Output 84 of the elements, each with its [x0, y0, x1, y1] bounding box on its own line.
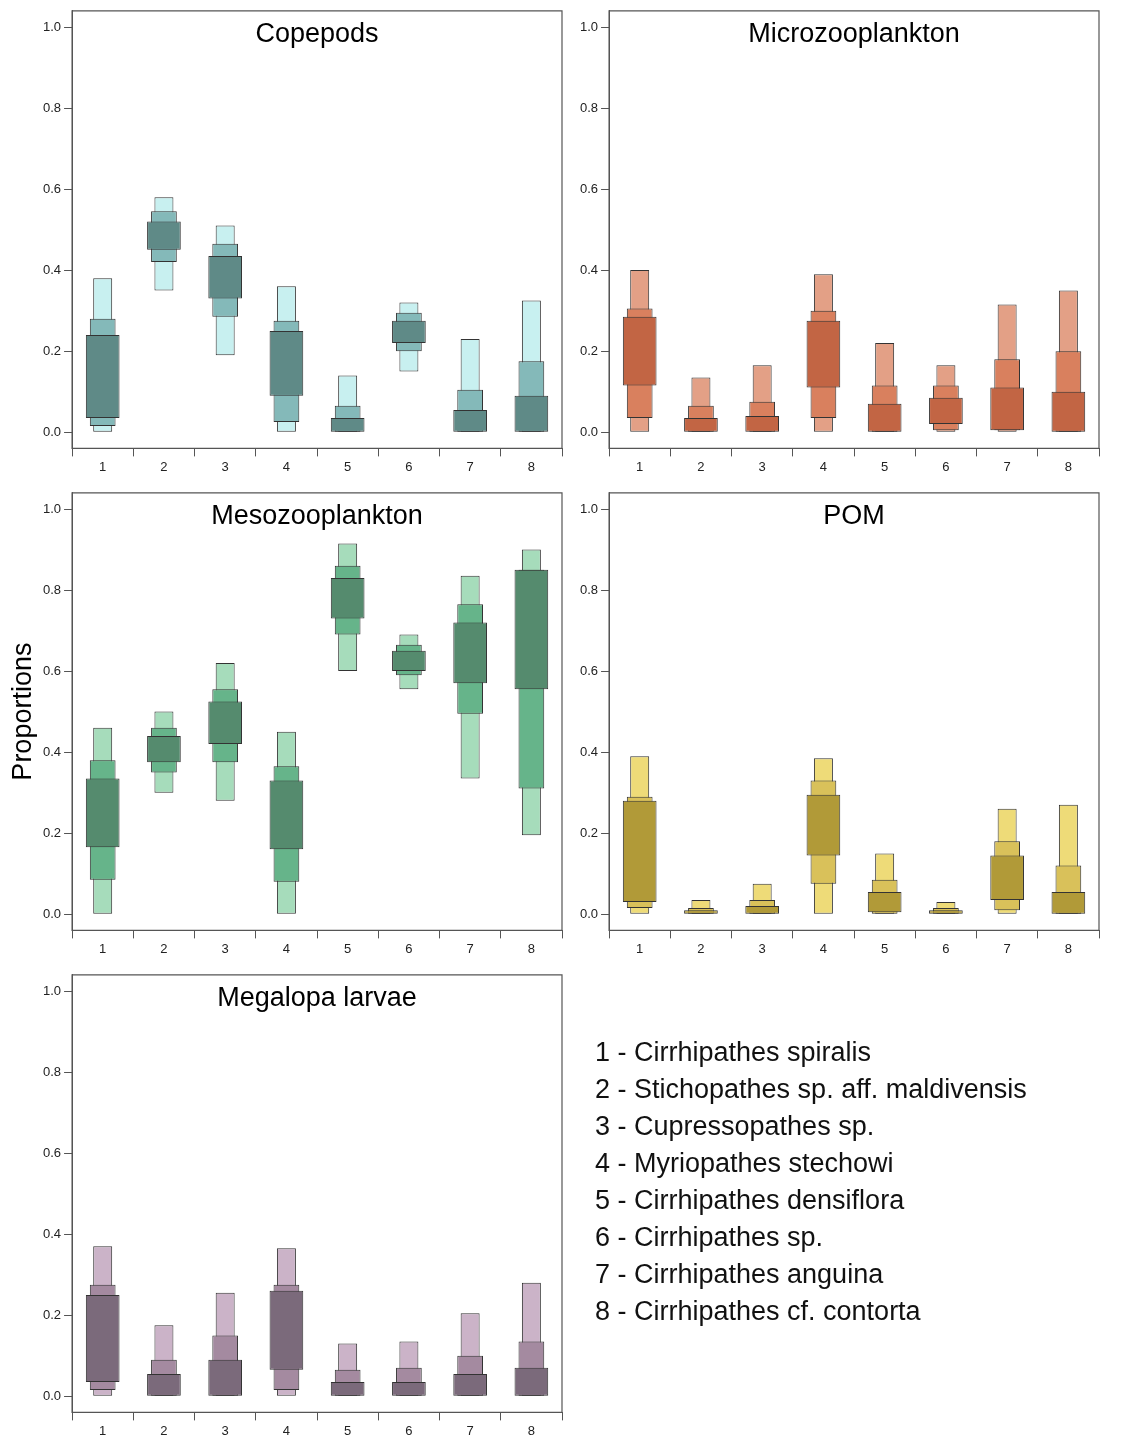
x-tick-label: 3	[221, 940, 229, 956]
x-tick-label: 5	[344, 1422, 352, 1438]
text: 1 - Cirrhipathes spiralis	[595, 1036, 873, 1069]
y-tick-label: 0.4	[42, 1225, 62, 1241]
chart-title: Microzooplankton	[748, 17, 960, 48]
y-tick-label: 1.0	[579, 500, 599, 516]
x-tick-label: 1	[636, 458, 644, 474]
chart-title: Megalopa larvae	[217, 981, 417, 1012]
x-tick-label: 2	[160, 940, 168, 956]
y-tick-label: 0.8	[579, 581, 599, 597]
text: 5 - Cirrhipathes densiflora	[595, 1184, 906, 1217]
x-tick-label: 1	[99, 1422, 107, 1438]
y-tick-label: 0.4	[42, 743, 62, 759]
y-axis-title: Proportions	[7, 642, 38, 781]
x-tick-label: 2	[160, 1422, 168, 1438]
y-tick-label: 0.0	[42, 905, 62, 921]
y-tick-label: 0.0	[579, 423, 599, 439]
x-tick-label: 7	[466, 458, 474, 474]
x-tick-label: 4	[282, 458, 291, 474]
y-tick-label: 0.2	[42, 342, 62, 358]
y-tick-label: 1.0	[579, 18, 599, 34]
x-tick-label: 8	[1064, 940, 1072, 956]
x-tick-label: 5	[881, 458, 889, 474]
y-tick-label: 1.0	[42, 18, 62, 34]
y-tick-label: 1.0	[42, 982, 62, 998]
x-tick-label: 6	[942, 458, 950, 474]
x-tick-label: 4	[282, 1422, 291, 1438]
x-tick-label: 7	[1003, 940, 1011, 956]
x-tick-label: 4	[282, 940, 291, 956]
y-tick-label: 0.0	[579, 905, 599, 921]
y-tick-label: 0.2	[579, 342, 599, 358]
x-tick-label: 3	[758, 940, 766, 956]
text: 2 - Stichopathes sp. aff. maldivensis	[595, 1073, 1027, 1106]
x-tick-label: 1	[99, 940, 107, 956]
x-tick-label: 2	[697, 940, 705, 956]
text: 4 - Myriopathes stechowi	[595, 1147, 895, 1180]
y-tick-label: 0.8	[42, 99, 62, 115]
x-tick-label: 4	[819, 458, 828, 474]
y-tick-label: 0.6	[579, 180, 599, 196]
y-tick-label: 0.0	[42, 423, 62, 439]
y-tick-label: 0.6	[42, 180, 62, 196]
x-tick-label: 2	[697, 458, 705, 474]
y-tick-label: 0.8	[42, 1063, 62, 1079]
x-tick-label: 7	[466, 1422, 474, 1438]
y-tick-label: 0.4	[42, 261, 62, 277]
x-tick-label: 6	[405, 940, 413, 956]
chart-title: POM	[823, 499, 885, 530]
x-tick-label: 7	[1003, 458, 1011, 474]
x-tick-label: 1	[99, 458, 107, 474]
chart-title: Mesozooplankton	[211, 499, 423, 530]
y-tick-label: 0.6	[42, 1144, 62, 1160]
y-tick-label: 0.6	[42, 662, 62, 678]
x-tick-label: 6	[405, 458, 413, 474]
text: 7 - Cirrhipathes anguina	[595, 1258, 885, 1291]
x-tick-label: 1	[636, 940, 644, 956]
y-tick-label: 0.2	[579, 824, 599, 840]
y-tick-label: 0.0	[42, 1387, 62, 1403]
x-tick-label: 8	[527, 940, 535, 956]
x-tick-label: 5	[881, 940, 889, 956]
x-tick-label: 2	[160, 458, 168, 474]
x-tick-label: 5	[344, 940, 352, 956]
x-tick-label: 3	[221, 1422, 229, 1438]
y-tick-label: 0.4	[579, 261, 599, 277]
x-tick-label: 4	[819, 940, 828, 956]
chart-title: Copepods	[255, 17, 379, 48]
x-tick-label: 3	[221, 458, 229, 474]
x-tick-label: 7	[466, 940, 474, 956]
y-tick-label: 0.8	[579, 99, 599, 115]
x-tick-label: 8	[527, 458, 535, 474]
text: 3 - Cupressopathes sp.	[595, 1110, 876, 1143]
y-tick-label: 0.6	[579, 662, 599, 678]
y-tick-label: 0.8	[42, 581, 62, 597]
x-tick-label: 6	[942, 940, 950, 956]
y-tick-label: 0.4	[579, 743, 599, 759]
x-tick-label: 8	[527, 1422, 535, 1438]
x-tick-label: 3	[758, 458, 766, 474]
text: 8 - Cirrhipathes cf. contorta	[595, 1295, 922, 1328]
x-tick-label: 8	[1064, 458, 1072, 474]
x-tick-label: 6	[405, 1422, 413, 1438]
x-tick-label: 5	[344, 458, 352, 474]
y-tick-label: 1.0	[42, 500, 62, 516]
y-tick-label: 0.2	[42, 824, 62, 840]
y-tick-label: 0.2	[42, 1306, 62, 1322]
text: 6 - Cirrhipathes sp.	[595, 1221, 825, 1254]
